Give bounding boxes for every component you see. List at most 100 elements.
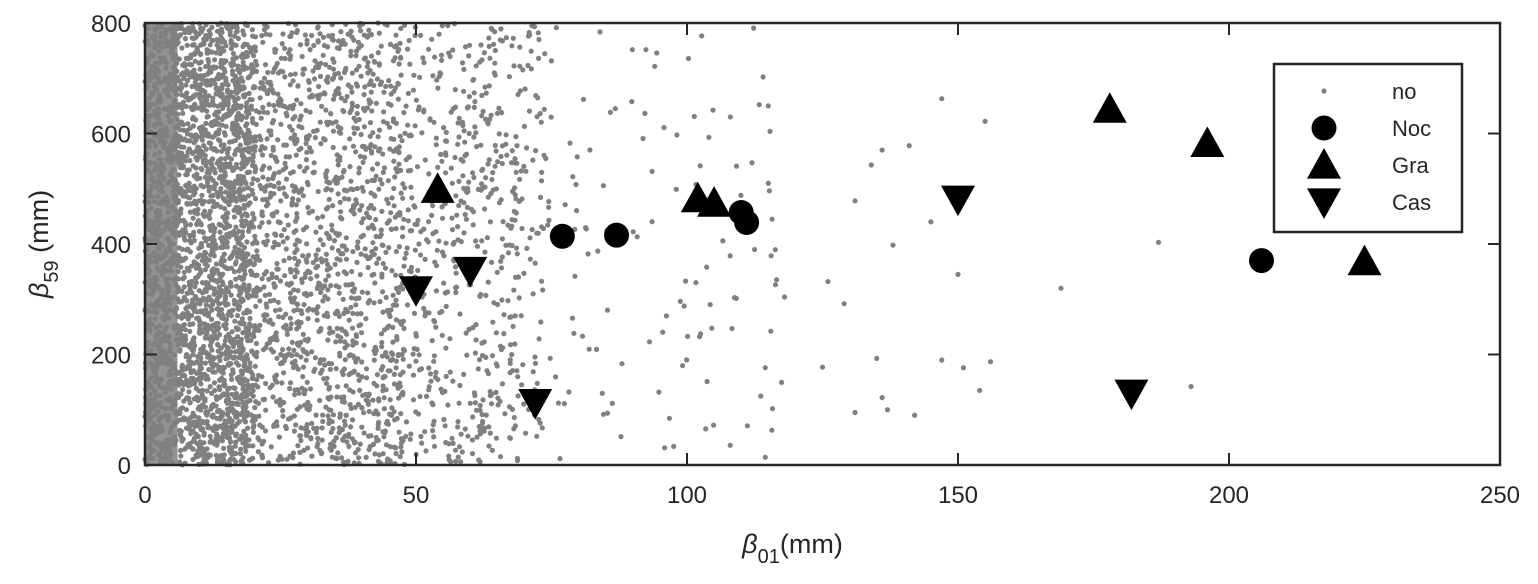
data-point-no: [242, 271, 248, 277]
data-point-no: [393, 317, 399, 323]
data-point-no: [351, 130, 357, 136]
data-point-no: [473, 337, 479, 343]
data-point-no: [646, 339, 653, 345]
data-point-cas: [941, 185, 975, 217]
data-point-no: [372, 144, 378, 150]
data-point-no: [393, 297, 399, 303]
data-point-no: [355, 372, 361, 378]
data-point-no: [281, 227, 287, 233]
data-point-no: [286, 346, 292, 352]
data-point-no: [206, 310, 212, 316]
data-point-no: [285, 105, 291, 111]
data-point-no: [448, 165, 454, 171]
data-point-no: [218, 57, 225, 64]
data-point-no: [373, 408, 379, 414]
data-point-no: [450, 106, 456, 112]
data-point-no: [244, 239, 250, 245]
data-point-no: [375, 437, 381, 443]
data-point-no: [393, 358, 399, 364]
data-point-no: [510, 189, 516, 195]
data-point-no: [656, 389, 662, 395]
data-point-no: [400, 195, 406, 201]
data-point-no: [499, 38, 505, 44]
data-point-no: [223, 326, 229, 332]
data-point-no: [250, 159, 256, 165]
data-point-no: [331, 66, 337, 72]
data-point-no: [315, 94, 321, 100]
data-point-no: [179, 160, 185, 166]
data-point-no: [352, 450, 359, 456]
data-point-no: [220, 214, 226, 220]
data-point-no: [543, 155, 549, 162]
data-point-no: [205, 167, 211, 173]
data-point-no: [292, 295, 298, 301]
data-point-no: [760, 74, 766, 80]
data-point-no: [359, 185, 365, 191]
data-point-no: [330, 96, 337, 102]
data-point-no: [335, 191, 341, 197]
data-point-no: [181, 75, 187, 81]
data-point-no: [363, 210, 370, 216]
data-point-no: [193, 117, 199, 123]
data-point-no: [260, 347, 266, 353]
data-point-no: [277, 278, 283, 284]
data-point-no: [364, 105, 370, 111]
data-point-no: [530, 157, 536, 163]
data-point-no: [526, 108, 533, 114]
data-point-no: [366, 27, 372, 33]
data-point-no: [216, 377, 223, 383]
data-point-no: [414, 221, 420, 227]
data-point-no: [685, 55, 692, 62]
data-point-no: [492, 142, 498, 149]
data-point-no: [233, 283, 240, 289]
legend-label-gra: Gra: [1392, 153, 1429, 178]
data-point-no: [326, 235, 332, 241]
data-point-no: [236, 205, 242, 211]
data-point-no: [457, 311, 463, 317]
data-point-no: [781, 294, 788, 300]
data-point-no: [324, 310, 330, 316]
data-point-no: [421, 107, 427, 113]
data-point-no: [573, 181, 579, 188]
data-point-no: [231, 269, 237, 275]
data-point-no: [583, 225, 589, 231]
data-point-no: [977, 387, 983, 394]
data-point-no: [183, 247, 189, 253]
data-point-no: [219, 179, 225, 186]
data-point-no: [480, 425, 486, 431]
data-point-no: [535, 230, 541, 236]
data-point-no: [313, 430, 319, 436]
data-point-no: [242, 363, 248, 369]
data-point-no: [693, 280, 699, 286]
data-point-no: [459, 60, 466, 66]
data-point-no: [413, 333, 419, 339]
data-point-no: [188, 281, 194, 288]
data-point-no: [286, 416, 292, 422]
data-point-no: [234, 254, 241, 260]
data-point-no: [292, 132, 298, 138]
data-point-no: [232, 443, 238, 449]
data-point-no: [553, 25, 560, 31]
data-point-no: [253, 399, 259, 405]
data-point-no: [335, 70, 341, 76]
data-point-no: [260, 396, 266, 403]
data-point-no: [567, 140, 573, 146]
data-point-no: [769, 427, 775, 433]
data-point-no: [406, 268, 413, 274]
data-point-no: [410, 87, 416, 93]
data-point-no: [478, 142, 484, 148]
data-point-no: [387, 124, 393, 130]
x-axis-label: β01(mm): [741, 529, 843, 568]
data-point-cas: [518, 388, 553, 420]
data-point-no: [314, 317, 320, 323]
data-point-no: [257, 298, 263, 304]
data-point-no: [361, 430, 367, 436]
data-point-no: [380, 151, 386, 157]
data-point-no: [244, 399, 250, 405]
data-point-no: [246, 90, 252, 96]
data-point-no: [336, 290, 342, 296]
data-point-no: [179, 405, 186, 411]
data-point-no: [243, 211, 250, 217]
data-point-no: [600, 411, 607, 417]
data-point-no: [332, 92, 338, 98]
